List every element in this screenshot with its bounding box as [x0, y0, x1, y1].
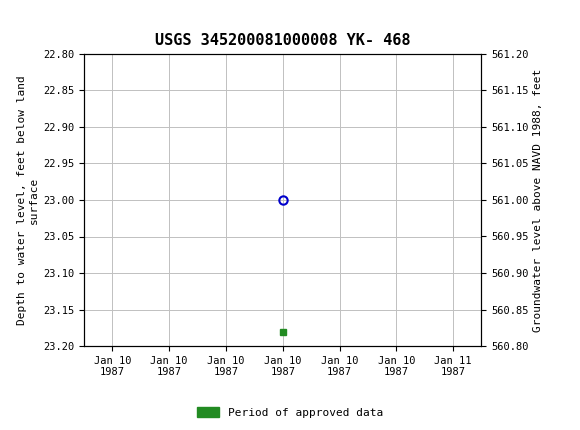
- Y-axis label: Depth to water level, feet below land
surface: Depth to water level, feet below land su…: [17, 75, 39, 325]
- Title: USGS 345200081000008 YK- 468: USGS 345200081000008 YK- 468: [155, 34, 411, 49]
- Y-axis label: Groundwater level above NAVD 1988, feet: Groundwater level above NAVD 1988, feet: [533, 68, 543, 332]
- Legend: Period of approved data: Period of approved data: [193, 403, 387, 422]
- Text: ≋: ≋: [7, 6, 28, 30]
- Text: USGS: USGS: [44, 9, 99, 27]
